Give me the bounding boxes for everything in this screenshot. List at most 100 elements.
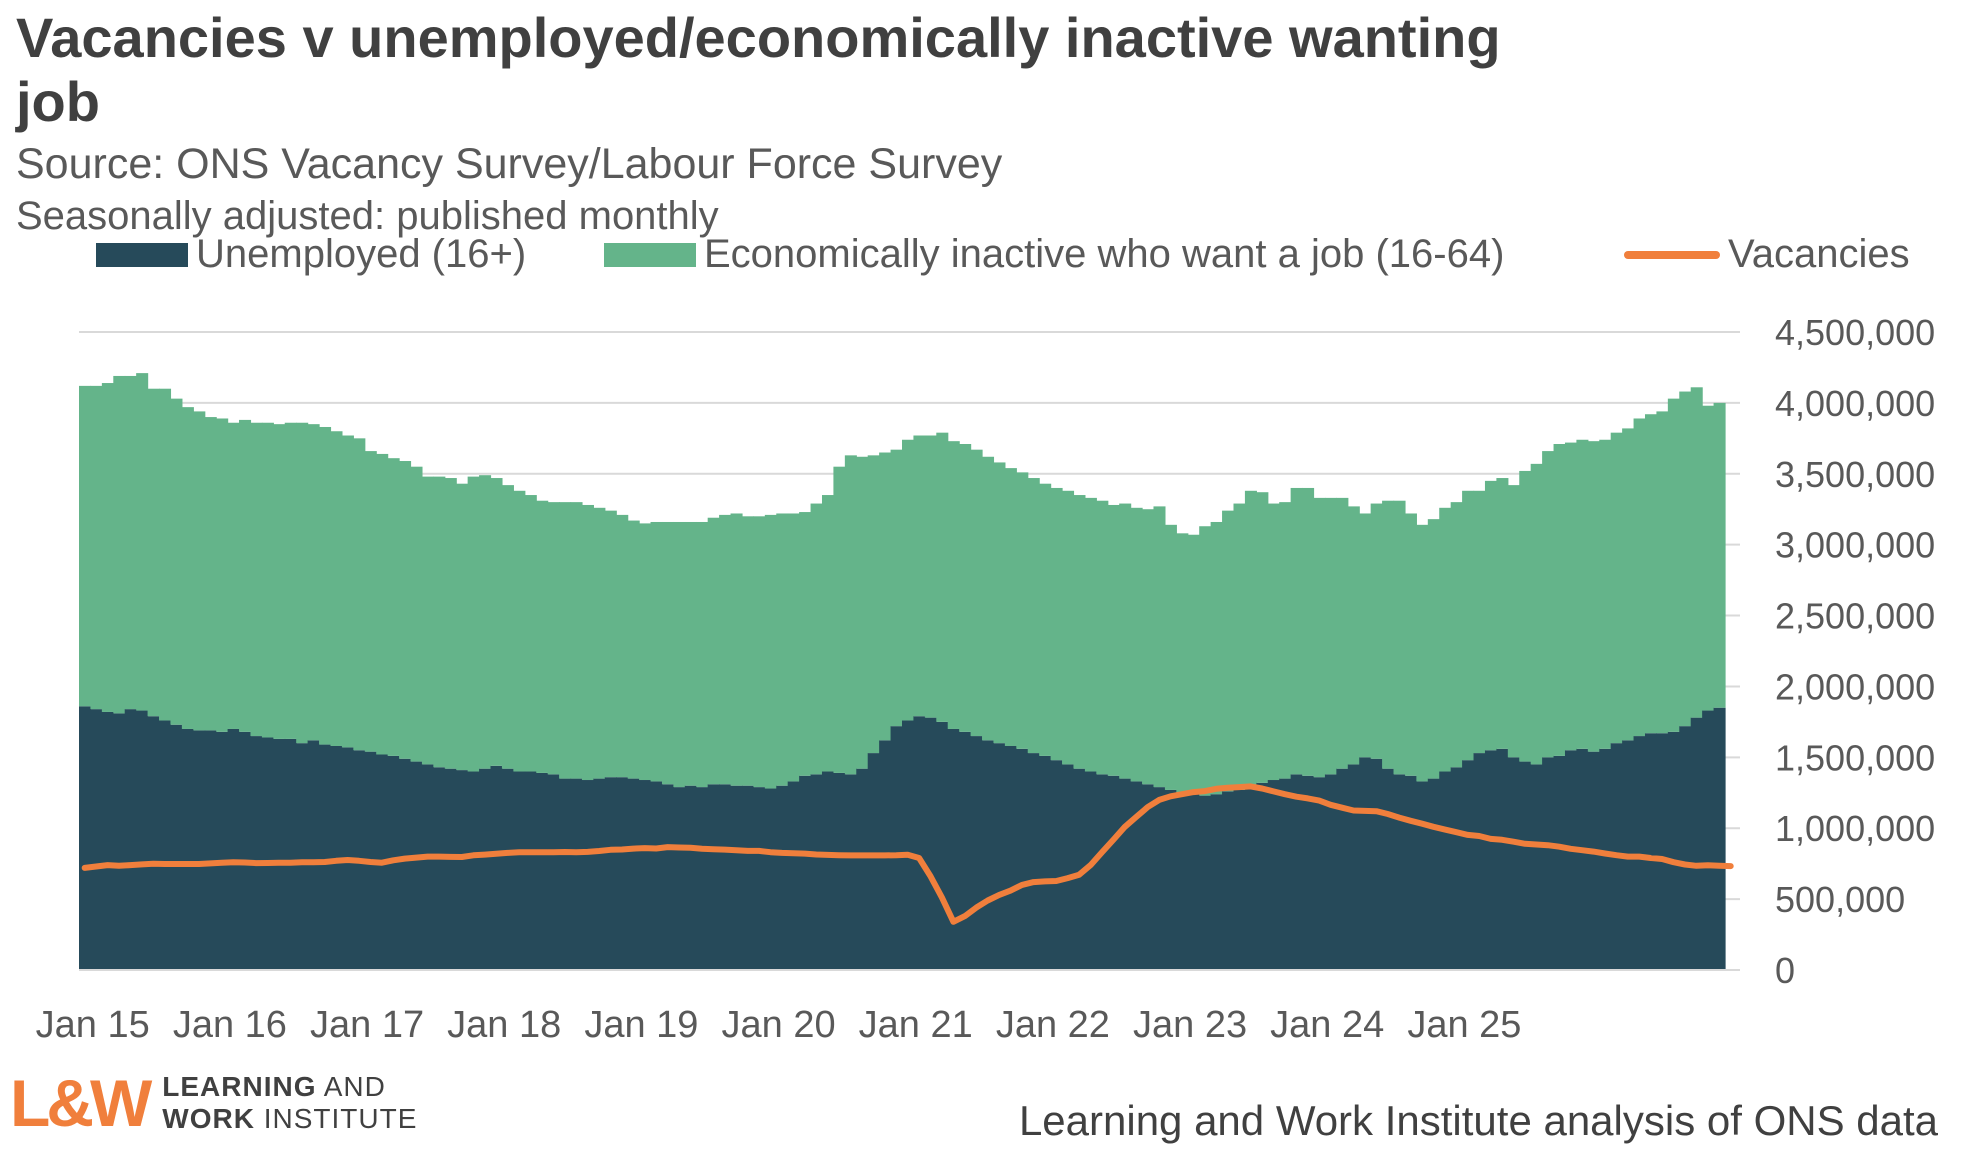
bar-unemployed	[261, 737, 274, 970]
x-tick-label: Jan 21	[859, 1004, 973, 1046]
bar-unemployed	[1690, 717, 1703, 970]
legend-label-unemployed: Unemployed (16+)	[196, 232, 527, 276]
bar-unemployed	[101, 711, 114, 970]
bar-unemployed	[684, 785, 697, 970]
bar-unemployed	[1164, 789, 1177, 970]
bar-inactive	[1519, 470, 1532, 762]
bar-unemployed	[1119, 778, 1132, 970]
bar-inactive	[1713, 402, 1726, 708]
bar-inactive	[90, 385, 103, 710]
bar-inactive	[479, 475, 492, 769]
bar-inactive	[1484, 480, 1497, 751]
bar-unemployed	[399, 758, 412, 970]
y-tick-label: 2,000,000	[1775, 666, 1935, 707]
bar-inactive	[833, 466, 846, 773]
bar-unemployed	[1393, 774, 1406, 970]
bar-unemployed	[1107, 775, 1120, 970]
x-tick-label: Jan 22	[996, 1004, 1110, 1046]
bar-inactive	[764, 514, 777, 789]
bar-unemployed	[1633, 736, 1646, 970]
bar-unemployed	[1016, 748, 1029, 970]
bar-unemployed	[1222, 791, 1235, 970]
bar-inactive	[1210, 521, 1223, 795]
y-tick-label: 3,500,000	[1775, 454, 1935, 495]
bar-unemployed	[319, 744, 332, 970]
bar-unemployed	[787, 781, 800, 970]
bar-inactive	[341, 435, 354, 748]
bar-inactive	[1427, 519, 1440, 779]
bar-inactive	[1370, 503, 1383, 759]
bar-unemployed	[730, 785, 743, 970]
bar-inactive	[559, 502, 572, 779]
bar-inactive	[867, 455, 880, 754]
bar-unemployed	[181, 728, 194, 970]
bar-unemployed	[239, 731, 252, 970]
bar-unemployed	[1267, 780, 1280, 970]
bar-inactive	[924, 435, 937, 718]
bar-unemployed	[1656, 733, 1669, 970]
x-tick-label: Jan 18	[447, 1004, 561, 1046]
chart-plot: 0 500,000 1,000,000 1,500,000 2,000,000 2,500…	[36, 312, 1935, 1046]
bar-inactive	[730, 513, 743, 786]
y-tick-label: 1,500,000	[1775, 737, 1935, 778]
bar-unemployed	[273, 738, 286, 970]
bar-unemployed	[1427, 778, 1440, 970]
bar-inactive	[604, 510, 617, 778]
bar-inactive	[936, 432, 949, 722]
legend-swatch-inactive	[604, 242, 696, 267]
bar-unemployed	[547, 774, 560, 970]
bar-inactive	[1553, 444, 1566, 756]
bar-unemployed	[1519, 761, 1532, 970]
bar-inactive	[1107, 504, 1120, 776]
bar-inactive	[787, 513, 800, 782]
bar-inactive	[810, 503, 823, 775]
bar-unemployed	[1233, 789, 1246, 970]
bar-unemployed	[947, 728, 960, 970]
bar-unemployed	[799, 775, 812, 970]
bar-inactive	[707, 517, 720, 785]
bar-inactive	[239, 419, 252, 732]
bar-inactive	[719, 514, 732, 785]
bar-inactive	[1667, 398, 1680, 732]
bar-unemployed	[970, 736, 983, 970]
bar-inactive	[844, 455, 857, 775]
bar-inactive	[159, 388, 172, 721]
legend-label-vacancies: Vacancies	[1728, 232, 1910, 276]
bar-unemployed	[821, 771, 835, 970]
bar-inactive	[547, 502, 560, 775]
bar-inactive	[101, 383, 114, 712]
bar-inactive	[1393, 500, 1406, 775]
bar-unemployed	[1473, 753, 1486, 970]
y-tick-label: 1,000,000	[1775, 808, 1935, 849]
bar-inactive	[1359, 513, 1372, 758]
bar-unemployed	[902, 720, 915, 970]
bar-unemployed	[1142, 784, 1155, 970]
bar-unemployed	[170, 724, 183, 970]
bar-unemployed	[456, 770, 469, 970]
bar-unemployed	[593, 778, 606, 970]
bar-inactive	[296, 422, 309, 744]
bar-inactive	[1313, 497, 1326, 778]
bar-inactive	[1679, 391, 1692, 727]
bar-unemployed	[147, 716, 160, 970]
bar-unemployed	[1347, 764, 1360, 970]
bar-inactive	[616, 514, 629, 778]
bar-inactive	[1073, 495, 1086, 769]
bar-unemployed	[1027, 753, 1040, 970]
bar-inactive	[799, 512, 812, 776]
bar-inactive	[1530, 463, 1543, 765]
bar-inactive	[639, 523, 652, 781]
bar-unemployed	[719, 784, 732, 970]
bar-unemployed	[833, 772, 846, 970]
bar-unemployed	[982, 740, 995, 970]
y-tick-label: 4,000,000	[1775, 383, 1935, 424]
legend-item-vacancies: Vacancies	[1624, 232, 1910, 277]
bar-inactive	[1199, 526, 1212, 796]
bar-unemployed	[1702, 710, 1715, 970]
bar-unemployed	[1587, 751, 1600, 970]
bar-unemployed	[673, 787, 686, 970]
bar-inactive	[1622, 428, 1635, 741]
bar-unemployed	[856, 768, 869, 970]
bar-inactive	[1279, 502, 1292, 779]
bar-unemployed	[616, 777, 629, 970]
